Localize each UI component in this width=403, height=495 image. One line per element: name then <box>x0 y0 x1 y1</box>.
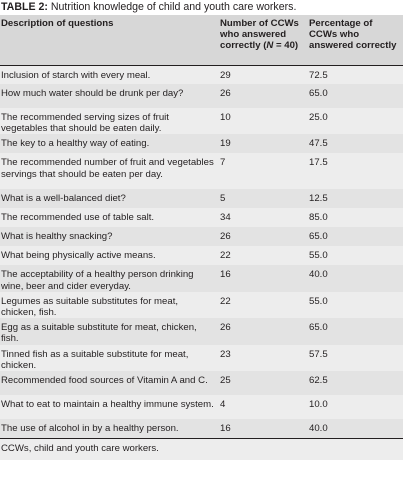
count-cell: 23 <box>219 344 308 372</box>
count-cell: 22 <box>219 291 308 319</box>
table-row: Egg as a suitable substitute for meat, c… <box>0 318 403 345</box>
footnote-row: CCWs, child and youth care workers. <box>0 437 403 460</box>
table-row: The key to a healthy way of eating. 19 4… <box>0 134 403 154</box>
question-cell: Recommended food sources of Vitamin A an… <box>0 371 219 396</box>
percentage-cell: 10.0 <box>308 395 403 420</box>
table-row: How much water should be drunk per day? … <box>0 84 403 108</box>
question-cell: What is healthy snacking? <box>0 227 219 247</box>
count-cell: 34 <box>219 208 308 228</box>
count-cell: 26 <box>219 84 308 108</box>
caption-label: TABLE 2: <box>1 1 48 13</box>
table-row: The acceptability of a healthy person dr… <box>0 265 403 292</box>
count-cell: 16 <box>219 419 308 439</box>
header-number: Number of CCWs who answered correctly (N… <box>219 15 308 66</box>
count-cell: 29 <box>219 65 308 84</box>
percentage-cell: 62.5 <box>308 371 403 396</box>
percentage-cell: 55.0 <box>308 246 403 266</box>
percentage-cell: 47.5 <box>308 134 403 154</box>
table-row: The recommended serving sizes of fruit v… <box>0 108 403 135</box>
table-row: Recommended food sources of Vitamin A an… <box>0 371 403 396</box>
count-cell: 26 <box>219 318 308 345</box>
question-cell: What being physically active means. <box>0 246 219 266</box>
table-caption: TABLE 2: Nutrition knowledge of child an… <box>0 0 403 15</box>
table-row: The recommended number of fruit and vege… <box>0 153 403 190</box>
question-cell: The recommended serving sizes of fruit v… <box>0 108 219 135</box>
percentage-cell: 12.5 <box>308 189 403 209</box>
percentage-cell: 65.0 <box>308 227 403 247</box>
percentage-cell: 25.0 <box>308 108 403 135</box>
percentage-cell: 17.5 <box>308 153 403 190</box>
table-row: What being physically active means. 22 5… <box>0 246 403 266</box>
question-cell: Legumes as suitable substitutes for meat… <box>0 291 219 319</box>
header-number-n: N <box>266 40 274 52</box>
table-row: The recommended use of table salt. 34 85… <box>0 208 403 228</box>
percentage-cell: 55.0 <box>308 291 403 319</box>
percentage-cell: 65.0 <box>308 84 403 108</box>
question-cell: The use of alcohol in by a healthy perso… <box>0 419 219 439</box>
question-cell: The recommended number of fruit and vege… <box>0 153 219 190</box>
table-row: What is healthy snacking? 26 65.0 <box>0 227 403 247</box>
question-cell: How much water should be drunk per day? <box>0 84 219 108</box>
percentage-cell: 72.5 <box>308 65 403 84</box>
table-row: The use of alcohol in by a healthy perso… <box>0 419 403 439</box>
table-row: Tinned fish as a suitable substitute for… <box>0 344 403 372</box>
question-cell: What to eat to maintain a healthy immune… <box>0 395 219 420</box>
header-row: Description of questions Number of CCWs … <box>0 15 403 66</box>
header-description: Description of questions <box>0 15 219 66</box>
percentage-cell: 40.0 <box>308 419 403 439</box>
table-row: What is a well-balanced diet? 5 12.5 <box>0 189 403 209</box>
count-cell: 10 <box>219 108 308 135</box>
count-cell: 22 <box>219 246 308 266</box>
header-percentage: Percentage of CCWs who answered correctl… <box>308 15 403 66</box>
table-row: Inclusion of starch with every meal. 29 … <box>0 65 403 84</box>
count-cell: 5 <box>219 189 308 209</box>
header-number-suffix: = 40) <box>273 40 299 52</box>
question-cell: Inclusion of starch with every meal. <box>0 65 219 84</box>
count-cell: 16 <box>219 265 308 292</box>
nutrition-knowledge-table: Description of questions Number of CCWs … <box>0 15 403 460</box>
question-cell: The acceptability of a healthy person dr… <box>0 265 219 292</box>
count-cell: 7 <box>219 153 308 190</box>
percentage-cell: 57.5 <box>308 344 403 372</box>
percentage-cell: 40.0 <box>308 265 403 292</box>
count-cell: 25 <box>219 371 308 396</box>
header-number-prefix: Number of CCWs who answered correctly ( <box>220 18 299 52</box>
question-cell: The recommended use of table salt. <box>0 208 219 228</box>
count-cell: 26 <box>219 227 308 247</box>
question-cell: The key to a healthy way of eating. <box>0 134 219 154</box>
table-container: TABLE 2: Nutrition knowledge of child an… <box>0 0 403 460</box>
question-cell: What is a well-balanced diet? <box>0 189 219 209</box>
table-row: What to eat to maintain a healthy immune… <box>0 395 403 420</box>
table-row: Legumes as suitable substitutes for meat… <box>0 291 403 319</box>
count-cell: 19 <box>219 134 308 154</box>
question-cell: Tinned fish as a suitable substitute for… <box>0 344 219 372</box>
count-cell: 4 <box>219 395 308 420</box>
table-footnote: CCWs, child and youth care workers. <box>0 437 403 460</box>
percentage-cell: 65.0 <box>308 318 403 345</box>
caption-text: Nutrition knowledge of child and youth c… <box>50 1 297 13</box>
question-cell: Egg as a suitable substitute for meat, c… <box>0 318 219 345</box>
percentage-cell: 85.0 <box>308 208 403 228</box>
